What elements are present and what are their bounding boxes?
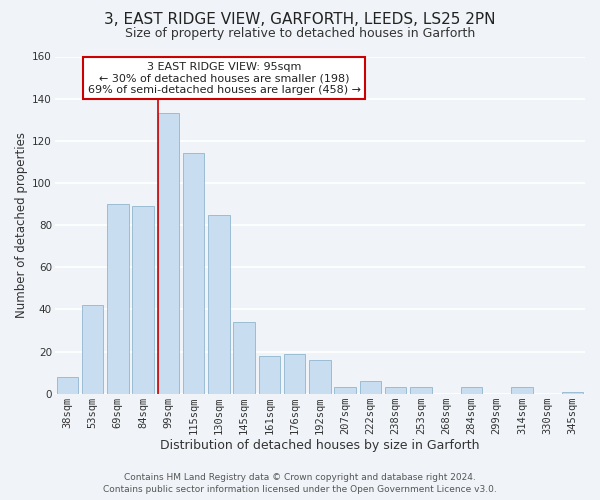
X-axis label: Distribution of detached houses by size in Garforth: Distribution of detached houses by size … bbox=[160, 440, 479, 452]
Bar bbox=[511, 388, 533, 394]
Bar bbox=[562, 392, 583, 394]
Bar bbox=[208, 214, 230, 394]
Bar bbox=[334, 388, 356, 394]
Text: Contains HM Land Registry data © Crown copyright and database right 2024.
Contai: Contains HM Land Registry data © Crown c… bbox=[103, 472, 497, 494]
Bar bbox=[133, 206, 154, 394]
Bar bbox=[461, 388, 482, 394]
Text: 3 EAST RIDGE VIEW: 95sqm
← 30% of detached houses are smaller (198)
69% of semi-: 3 EAST RIDGE VIEW: 95sqm ← 30% of detach… bbox=[88, 62, 361, 95]
Bar bbox=[56, 377, 78, 394]
Text: Size of property relative to detached houses in Garforth: Size of property relative to detached ho… bbox=[125, 28, 475, 40]
Bar bbox=[183, 154, 205, 394]
Text: 3, EAST RIDGE VIEW, GARFORTH, LEEDS, LS25 2PN: 3, EAST RIDGE VIEW, GARFORTH, LEEDS, LS2… bbox=[104, 12, 496, 28]
Bar bbox=[284, 354, 305, 394]
Bar bbox=[259, 356, 280, 394]
Bar bbox=[385, 388, 406, 394]
Bar bbox=[82, 305, 103, 394]
Bar bbox=[233, 322, 255, 394]
Y-axis label: Number of detached properties: Number of detached properties bbox=[15, 132, 28, 318]
Bar bbox=[309, 360, 331, 394]
Bar bbox=[107, 204, 128, 394]
Bar bbox=[359, 381, 381, 394]
Bar bbox=[410, 388, 431, 394]
Bar bbox=[158, 114, 179, 394]
